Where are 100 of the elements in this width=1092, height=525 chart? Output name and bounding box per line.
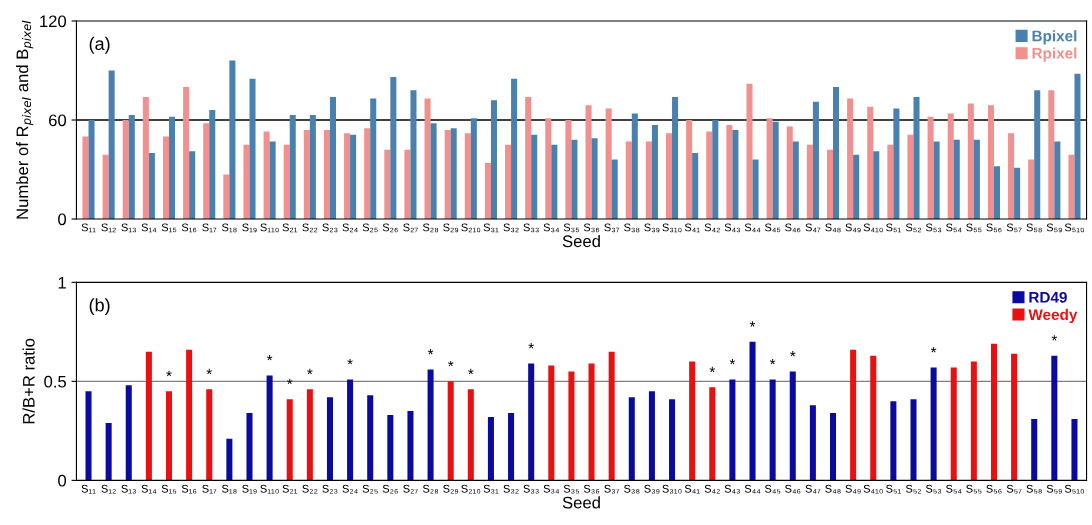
legend-label: Bpixel [1032, 30, 1077, 45]
x-tick-label: S₃₂ [503, 484, 519, 494]
bar [364, 128, 371, 220]
bar [183, 87, 190, 220]
bar [404, 149, 411, 220]
bar [873, 151, 880, 220]
annotation: * [769, 358, 776, 365]
annotation: * [347, 358, 353, 365]
annotation: (b) [89, 298, 110, 316]
annotation: * [427, 349, 434, 355]
bar [732, 129, 739, 220]
bar [608, 351, 615, 481]
bar [746, 83, 753, 220]
x-tick-label: S₅₅ [966, 223, 982, 233]
annotation: * [287, 378, 293, 385]
bar [585, 105, 592, 220]
bar [1011, 353, 1018, 481]
x-tick-label: S₄₃ [724, 484, 740, 494]
bar [102, 154, 109, 220]
bar [350, 134, 357, 220]
bar [226, 438, 233, 481]
x-tick-label: S₃₄ [543, 484, 560, 494]
bar [548, 365, 555, 481]
bar [108, 70, 115, 220]
y-tick-label: 60 [49, 114, 67, 127]
bar [189, 151, 196, 220]
x-tick-label: S₃₅ [563, 223, 580, 233]
annotation: * [790, 351, 796, 357]
bar [953, 139, 960, 220]
annotation: * [468, 368, 474, 375]
x-tick-label: S₅₁₀ [1064, 484, 1084, 494]
x-tick-label: S₅₅ [966, 484, 982, 494]
x-tick-label: S₃₆ [583, 223, 600, 233]
bar [850, 349, 857, 481]
bar [1028, 159, 1035, 220]
x-tick-label: S₁₉ [242, 223, 257, 233]
x-tick-label: S₄₂ [704, 223, 720, 233]
annotation: * [930, 347, 937, 353]
x-tick-label: S₁₄ [141, 223, 157, 233]
bar [588, 363, 595, 481]
y-tick-label: 0.5 [44, 375, 67, 388]
bar [165, 391, 173, 481]
bar [125, 385, 132, 481]
x-tick-label: S₅₂ [905, 223, 922, 233]
bar [1068, 154, 1075, 220]
x-tick-label: S₂₉ [443, 484, 459, 494]
x-tick-label: S₁₆ [181, 484, 197, 494]
x-tick-label: S₄₉ [845, 484, 861, 494]
bar [833, 87, 840, 220]
x-tick-label: S₅₁ [886, 484, 901, 494]
x-tick-label: S₁₁₀ [260, 484, 279, 494]
y-tick-label: 0 [58, 474, 67, 487]
bar [122, 120, 129, 220]
annotation: * [749, 321, 756, 327]
bar [726, 124, 733, 220]
x-tick-label: S₃₂ [503, 223, 519, 233]
bar [528, 363, 535, 481]
x-tick-label: S₂₉ [443, 223, 459, 233]
x-tick-label: S₂₁₀ [461, 223, 481, 233]
x-tick-label: S₃₅ [563, 484, 580, 494]
x-tick-label: S₅₈ [1026, 484, 1042, 494]
bar [712, 120, 719, 220]
bar [142, 96, 149, 220]
bar [950, 367, 957, 481]
x-tick-label: S₃₈ [624, 484, 640, 494]
x-tick-label: S₂₄ [342, 223, 358, 233]
bar [266, 375, 273, 481]
x-tick-label: S₃₈ [624, 223, 640, 233]
bar [890, 401, 897, 481]
bar [812, 101, 819, 220]
bar [169, 116, 176, 220]
x-tick-label: S₅₂ [905, 484, 922, 494]
bar [709, 387, 716, 481]
x-tick-label: S₄₃ [724, 223, 740, 233]
x-tick-label: S₄₆ [785, 223, 801, 233]
x-tick-label: S₄₁₀ [863, 484, 883, 494]
bar [1071, 418, 1078, 481]
x-tick-label: S₃₄ [543, 223, 560, 233]
x-tick-label: S₂₂ [302, 484, 318, 494]
x-tick-label: S₃₁ [483, 484, 499, 494]
x-tick-label: S₁₅ [161, 223, 177, 233]
x-tick-label: S₄₁ [684, 484, 700, 494]
bar [410, 90, 417, 220]
x-tick-label: S₁₆ [181, 223, 197, 233]
x-tick-label: S₄₅ [764, 484, 781, 494]
x-tick-label: S₂₃ [322, 484, 338, 494]
x-tick-label: S₃₇ [604, 223, 620, 233]
bar [326, 397, 333, 481]
x-tick-label: S₄₁₀ [863, 223, 883, 233]
bar [390, 77, 397, 220]
bar [809, 405, 816, 481]
x-tick-label: S₁₇ [202, 223, 217, 233]
bar [887, 144, 894, 220]
bar [847, 98, 854, 220]
bar [749, 341, 756, 481]
x-tick-label: S₂₆ [382, 484, 398, 494]
x-tick-label: S₄₇ [805, 484, 821, 494]
x-tick-label: S₂₇ [403, 484, 418, 494]
bar [789, 371, 796, 481]
bar [692, 153, 699, 220]
